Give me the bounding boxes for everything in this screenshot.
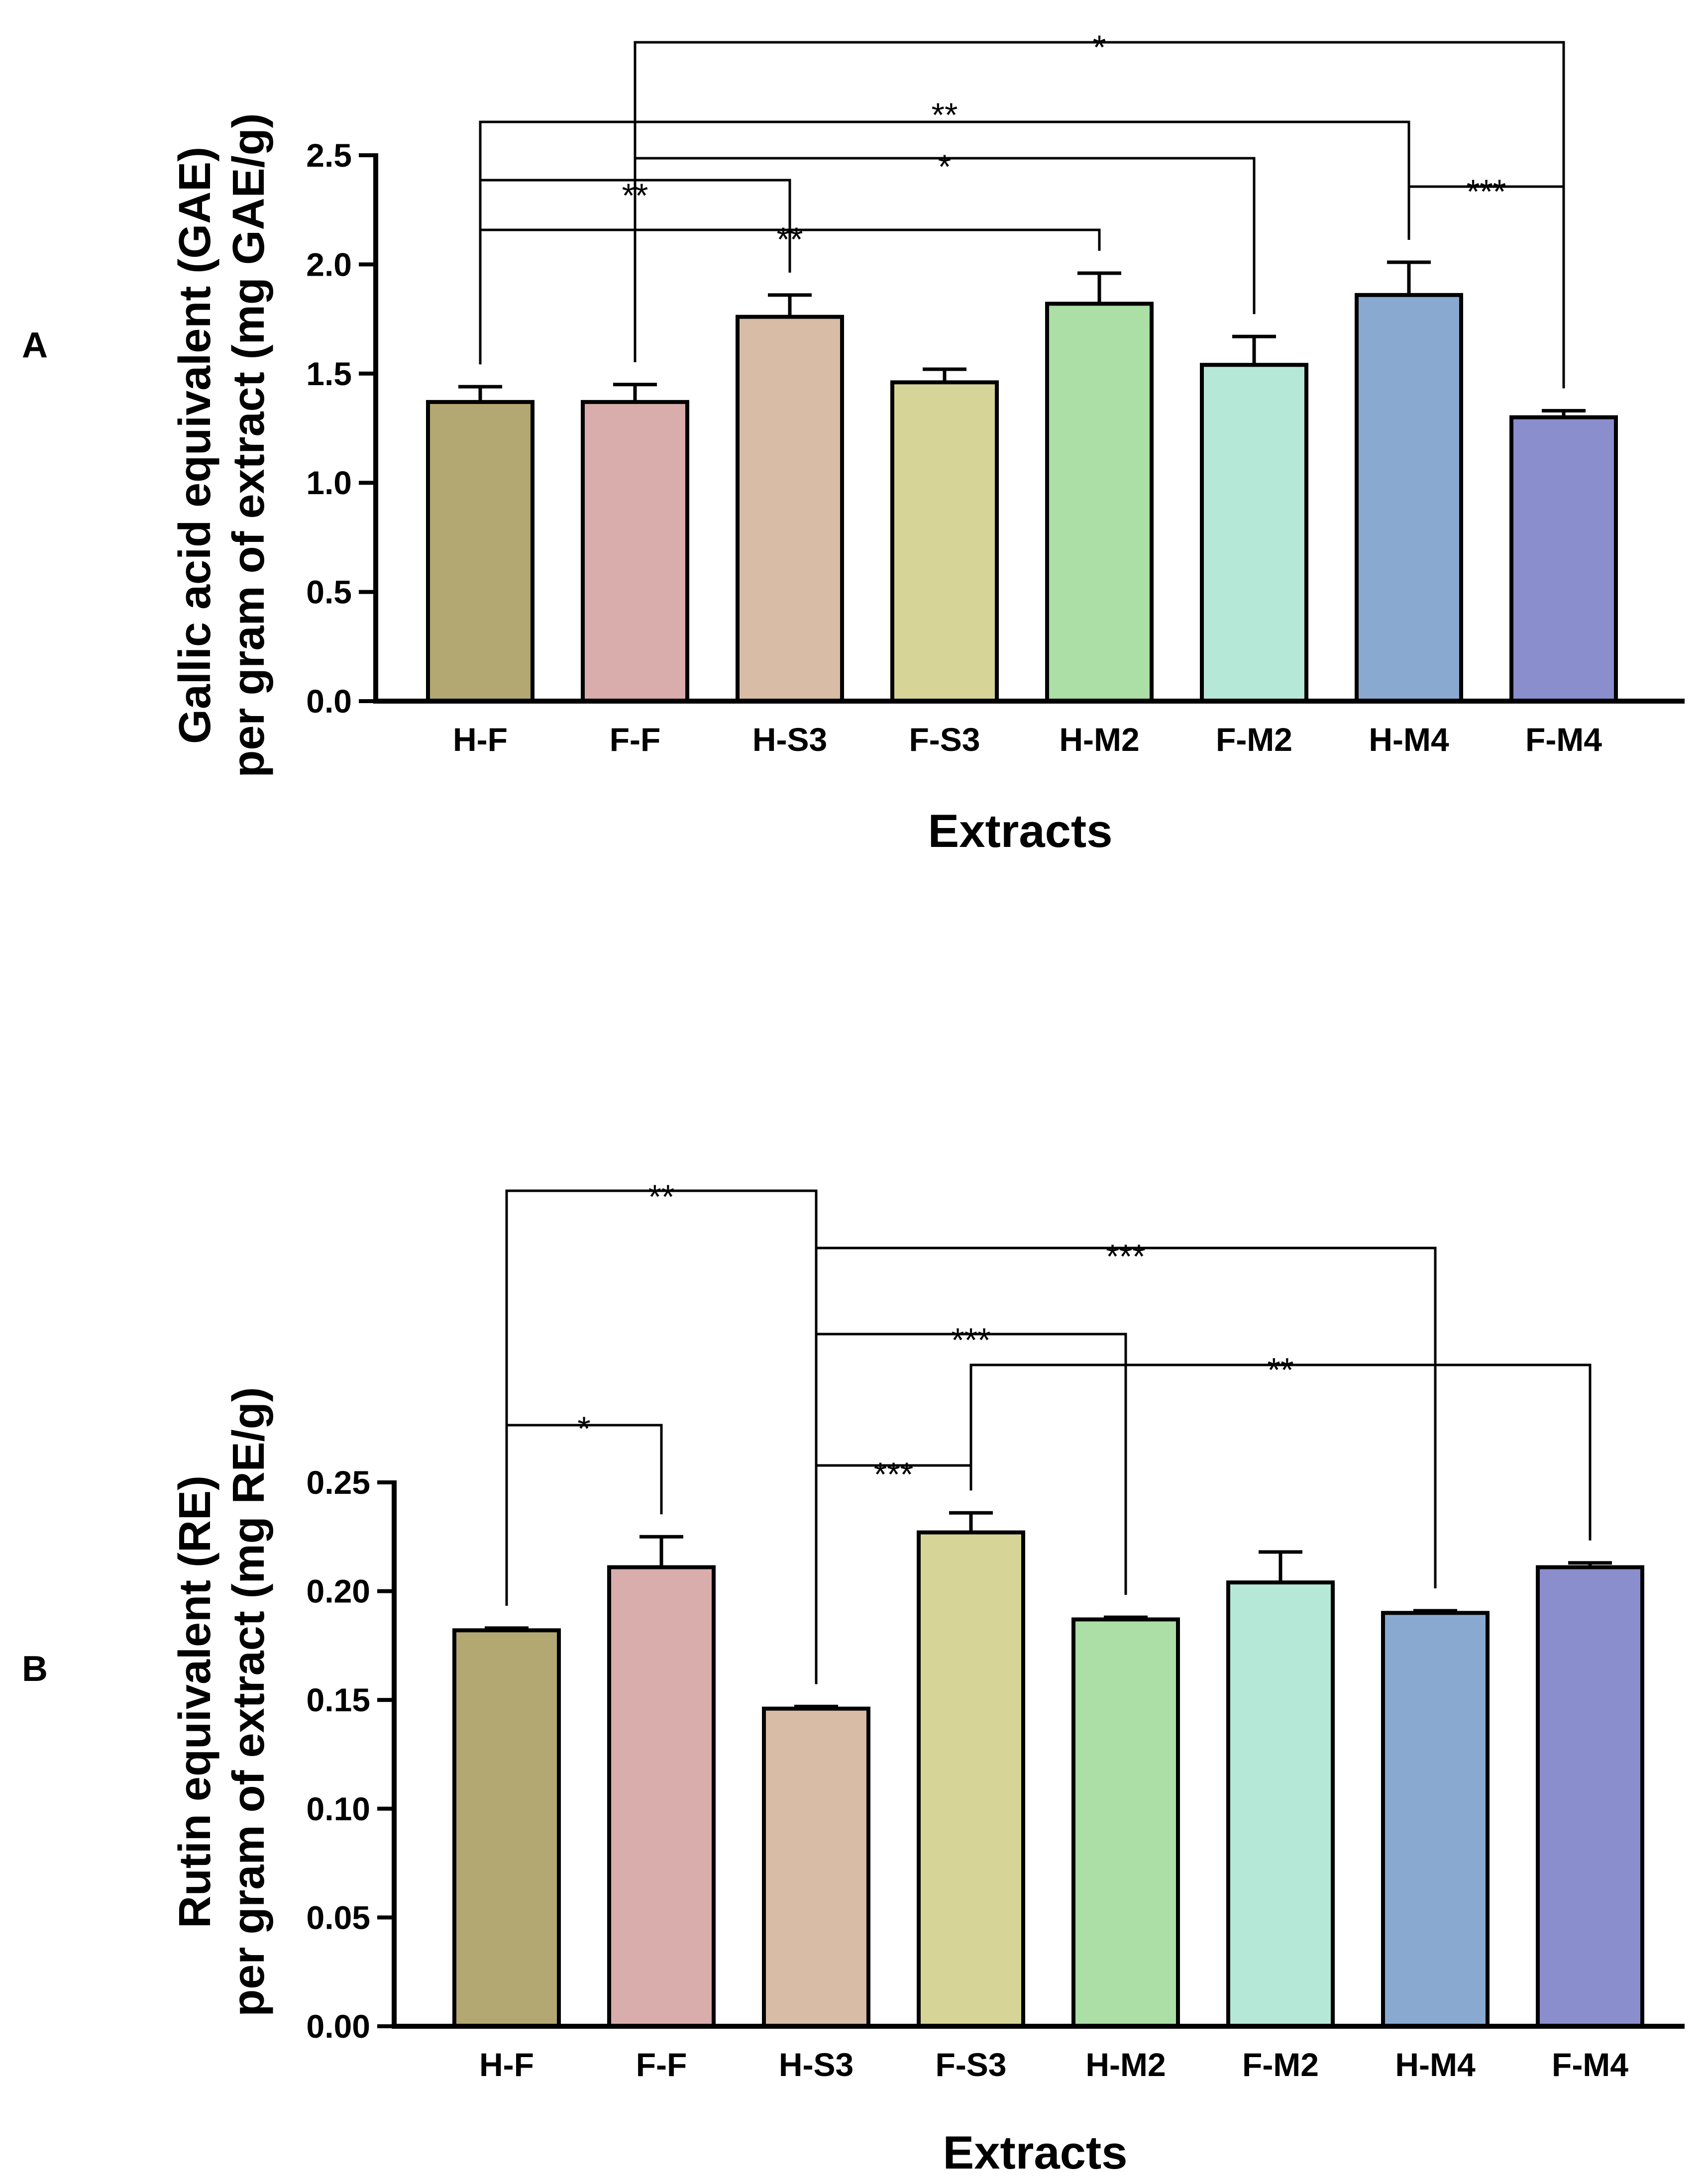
panel-b-y-tick-label: 0.15	[307, 1681, 370, 1718]
panel-b-significance-label: ***	[1106, 1238, 1145, 1275]
panel-a-bar-h-f	[426, 400, 534, 703]
panel-b-letter: B	[22, 1649, 48, 1689]
panel-a-bar-h-s3	[736, 314, 844, 703]
panel-a-x-tick-label: H-F	[453, 721, 508, 758]
panel-a-bar-h-m2	[1045, 302, 1154, 703]
panel-b-x-axis-title: Extracts	[943, 2126, 1128, 2179]
panel-b-significance-bracket	[815, 1464, 972, 1684]
panel-b-bar-f-f	[607, 1565, 716, 2029]
panel-b-significance-label: *	[577, 1410, 590, 1448]
panel-b-bar-f-m2	[1226, 1580, 1335, 2029]
panel-a-significance-bracket	[634, 157, 1256, 362]
panel-b-significance-bracket	[969, 1363, 1592, 1541]
panel-b-significance-label: **	[1268, 1351, 1294, 1389]
panel-a-significance-bracket	[479, 228, 1101, 365]
panel-a-y-tick-label: 0.5	[306, 574, 352, 611]
panel-b-significance-bracket	[505, 1424, 663, 1606]
panel-b-x-tick-label: H-M2	[1085, 2046, 1166, 2083]
panel-a-y-title-line1: Gallic acid equivalent (GAE)	[170, 147, 220, 744]
panel-b-x-tick-label: F-S3	[935, 2046, 1006, 2083]
panel-a-x-tick-label: F-M2	[1216, 721, 1292, 758]
panel-a-x-tick-label: F-M4	[1525, 721, 1602, 758]
panel-a-y-tick-label: 1.5	[306, 355, 352, 392]
panel-b-significance-label: ***	[951, 1321, 990, 1359]
panel-b-y-tick-label: 0.00	[307, 2008, 370, 2045]
panel-b-bar-h-s3	[762, 1706, 870, 2028]
panel-a-significance-label: **	[932, 96, 958, 134]
panel-b-bar-h-f	[452, 1628, 561, 2028]
panel-b-significance-label: **	[648, 1178, 675, 1216]
panel-b-x-tick-label: F-M4	[1552, 2046, 1628, 2083]
panel-a-significance-label: ***	[1467, 173, 1506, 210]
panel-b-bar-h-m4	[1381, 1611, 1490, 2029]
panel-a-x-axis-title: Extracts	[928, 805, 1113, 857]
panel-b-x-tick-label: H-F	[479, 2046, 534, 2083]
panel-b-y-tick-label: 0.10	[307, 1790, 370, 1827]
panel-b-y-title-line2: per gram of extract (mg RE/g)	[224, 1387, 274, 2016]
panel-b-x-tick-label: H-S3	[779, 2046, 854, 2083]
panel-a-bar-f-m2	[1200, 363, 1308, 703]
panel-a-y-title-line2: per gram of extract (mg GAE/g)	[224, 113, 274, 777]
panel-b-bar-h-m2	[1071, 1617, 1180, 2029]
panel-b-bar-f-s3	[917, 1530, 1025, 2028]
panel-a-y-tick-label: 2.0	[306, 246, 352, 283]
panel-b-y-axis-title: Rutin equivalent (RE) per gram of extrac…	[170, 1387, 274, 2016]
panel-b-chart: B Rutin equivalent (RE) per gram of extr…	[22, 1178, 1685, 2179]
panel-a-bar-h-m4	[1355, 293, 1463, 703]
panel-a-x-tick-label: H-M4	[1369, 721, 1449, 758]
panel-a-significance-bracket	[1407, 185, 1565, 389]
panel-a-significance-label: *	[1093, 28, 1106, 66]
panel-b-bar-f-m4	[1536, 1565, 1644, 2029]
panel-a-bar-f-m4	[1509, 415, 1618, 703]
panel-a-significance-label: **	[777, 220, 803, 258]
panel-a-x-tick-label: F-S3	[909, 721, 980, 758]
panel-a-letter: A	[22, 325, 48, 365]
panel-b-y-tick-label: 0.20	[307, 1573, 370, 1610]
panel-b-x-tick-label: F-F	[636, 2046, 687, 2083]
panel-b-x-tick-label: F-M2	[1242, 2046, 1319, 2083]
panel-b-significance-label: ***	[874, 1456, 913, 1493]
panel-a-x-tick-label: H-S3	[752, 721, 827, 758]
panel-b-y-title-line1: Rutin equivalent (RE)	[170, 1475, 220, 1928]
panel-a-y-tick-label: 2.5	[306, 137, 352, 174]
panel-a-chart: A Gallic acid equivalent (GAE) per gram …	[22, 28, 1685, 857]
panel-b-y-tick-label: 0.05	[307, 1899, 370, 1936]
panel-a-bar-f-s3	[890, 380, 999, 703]
panel-a-x-tick-label: H-M2	[1059, 721, 1139, 758]
panel-b-y-tick-label: 0.25	[307, 1464, 370, 1501]
panel-a-y-tick-label: 0.0	[306, 683, 352, 720]
panel-b-x-tick-label: H-M4	[1395, 2046, 1476, 2083]
panel-a-y-tick-label: 1.0	[306, 464, 352, 501]
panel-a-y-axis-title: Gallic acid equivalent (GAE) per gram of…	[170, 113, 274, 777]
panel-a-bar-f-f	[581, 400, 689, 703]
panel-a-x-tick-label: F-F	[610, 721, 661, 758]
panel-a-significance-label: *	[938, 148, 951, 186]
